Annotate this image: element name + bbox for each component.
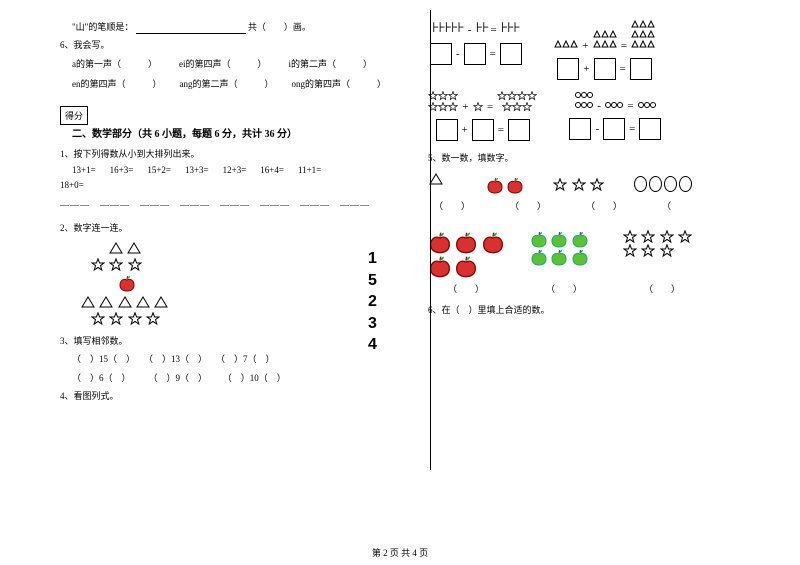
eq-4: 12+3= xyxy=(223,165,247,175)
q5-parens1: （ ）（ ）（ ）（ xyxy=(434,199,760,212)
q2-title: 2、数字连一连。 xyxy=(60,221,392,235)
q3-title: 3、填写相邻数。 xyxy=(60,334,392,348)
pic-eq-2: + = += xyxy=(554,20,655,80)
pic-eq-1: ⊦⊦⊦⊦⊦ - ⊦⊦= ⊦⊦⊦ -= xyxy=(428,20,524,80)
pinyin-ang: ang的第二声（ ） xyxy=(180,77,274,91)
score-box: 得分 xyxy=(60,106,88,125)
pinyin-a: a的第一声（ ） xyxy=(72,57,157,71)
pinyin-ong: ong的第四声（ ） xyxy=(292,77,387,91)
page-footer: 第 2 页 共 4 页 xyxy=(0,546,800,559)
connect-numbers: 1 5 2 3 4 xyxy=(368,248,377,356)
q5-row2 xyxy=(428,230,760,278)
pinyin-ei: ei的第四声（ ） xyxy=(179,57,267,71)
q2-shapes xyxy=(80,242,392,326)
q4-title: 4、看图列式。 xyxy=(60,389,392,403)
q1-title: 1、按下列得数从小到大排列出来。 xyxy=(60,147,392,161)
q3-row1: （ ）15（ ） （ ）13（ ） （ ）7（ ） xyxy=(60,352,392,366)
eq-0: 13+1= xyxy=(72,165,96,175)
pic-eq-4: - = -= xyxy=(567,90,663,141)
q5-title: 5、数一数，填数字。 xyxy=(428,151,760,165)
eq-2: 15+2= xyxy=(147,165,171,175)
q5-parens2: （ ）（ ）（ ） xyxy=(448,282,760,295)
bishun-blank xyxy=(136,24,246,34)
q5-row1 xyxy=(428,173,760,197)
section2-title: 二、数学部分（共 6 小题，每题 6 分，共计 36 分） xyxy=(60,127,392,143)
eq-7: 18+0= xyxy=(60,178,392,192)
bishun-post: 共（ ）画。 xyxy=(248,22,311,32)
eq-6: 11+1= xyxy=(298,165,321,175)
eq-3: 13+3= xyxy=(185,165,209,175)
bishun-text: "山"的笔顺是： xyxy=(72,22,133,32)
sort-dashes: ——— ——— ——— ——— ——— ——— ——— ——— xyxy=(60,198,392,211)
q3-row2: （ ）6（ ） （ ）9（ ） （ ）10（ ） xyxy=(60,371,392,385)
pic-eq-3: + = += xyxy=(428,90,537,141)
column-divider xyxy=(430,10,431,470)
pinyin-en: en的第四声（ ） xyxy=(72,77,162,91)
eq-1: 16+3= xyxy=(110,165,134,175)
pinyin-i: i的第二声（ ） xyxy=(289,57,373,71)
eq-5: 16+4= xyxy=(260,165,284,175)
q6-title: 6、我会写。 xyxy=(60,38,392,52)
q6r-title: 6、在（ ）里填上合适的数。 xyxy=(428,303,760,317)
